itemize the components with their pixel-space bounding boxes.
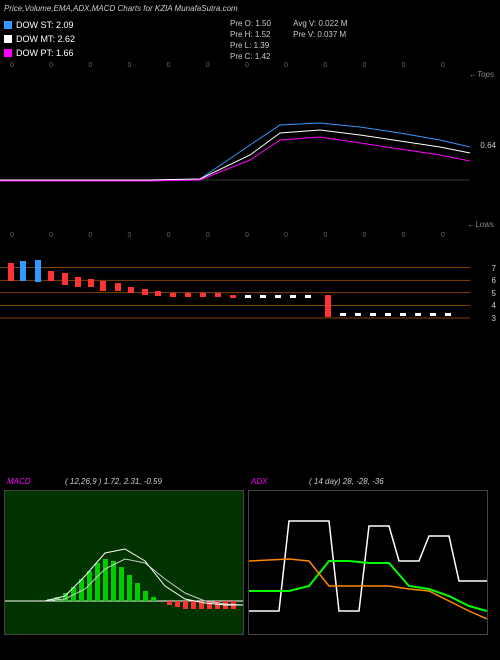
tick-label: 0 bbox=[284, 62, 288, 69]
tick-label: 0 bbox=[284, 232, 288, 239]
adx-label: ADX bbox=[251, 477, 267, 486]
stats-block: Pre O: 1.50Pre H: 1.52Pre L: 1.39Pre C: … bbox=[230, 18, 367, 62]
adx-panel: ADX ( 14 day) 28, -28, -36 bbox=[248, 490, 488, 635]
tick-label: 0 bbox=[441, 62, 445, 69]
stat-line: Avg V: 0.022 M bbox=[293, 18, 347, 29]
tick-label: 0 bbox=[323, 232, 327, 239]
tick-label: 0 bbox=[363, 62, 367, 69]
tick-label: 0 bbox=[402, 232, 406, 239]
lows-label: ←Lows bbox=[467, 220, 494, 229]
stat-line: Pre O: 1.50 bbox=[230, 18, 271, 29]
vol-axis-label: 3 bbox=[492, 314, 496, 323]
legend-text: DOW MT: 2.62 bbox=[16, 32, 75, 46]
tick-label: 0 bbox=[363, 232, 367, 239]
legend-item: DOW PT: 1.66 bbox=[4, 46, 75, 60]
tick-label: 0 bbox=[206, 62, 210, 69]
tick-label: 0 bbox=[402, 62, 406, 69]
price-panel bbox=[0, 85, 470, 205]
tick-label: 0 bbox=[167, 62, 171, 69]
legend-item: DOW ST: 2.09 bbox=[4, 18, 75, 32]
macd-label: MACD bbox=[7, 477, 31, 486]
legend-swatch bbox=[4, 49, 12, 57]
legend-swatch bbox=[4, 35, 12, 43]
volume-panel bbox=[0, 255, 470, 325]
vol-axis-label: 5 bbox=[492, 289, 496, 298]
page-title: Price,Volume,EMA,ADX,MACD Charts for KZI… bbox=[4, 4, 238, 13]
adx-params: ( 14 day) 28, -28, -36 bbox=[309, 477, 384, 486]
stat-line: Pre V: 0.037 M bbox=[293, 29, 347, 40]
tick-label: 0 bbox=[10, 62, 14, 69]
vol-axis-label: 6 bbox=[492, 276, 496, 285]
tick-label: 0 bbox=[323, 62, 327, 69]
legend-item: DOW MT: 2.62 bbox=[4, 32, 75, 46]
macd-panel: MACD ( 12,26,9 ) 1.72, 2.31, -0.59 bbox=[4, 490, 244, 635]
tick-label: 0 bbox=[128, 62, 132, 69]
legend-text: DOW ST: 2.09 bbox=[16, 18, 74, 32]
legend: DOW ST: 2.09DOW MT: 2.62DOW PT: 1.66 bbox=[4, 18, 75, 60]
tick-label: 0 bbox=[441, 232, 445, 239]
tick-label: 0 bbox=[245, 232, 249, 239]
macd-params: ( 12,26,9 ) 1.72, 2.31, -0.59 bbox=[65, 477, 162, 486]
tick-label: 0 bbox=[49, 62, 53, 69]
stat-line: Pre H: 1.52 bbox=[230, 29, 271, 40]
vol-axis-label: 4 bbox=[492, 301, 496, 310]
legend-swatch bbox=[4, 21, 12, 29]
tick-label: 0 bbox=[206, 232, 210, 239]
mid-ticks: 0 0 0 0 0 0 0 0 0 0 0 0 bbox=[0, 232, 470, 244]
tick-label: 0 bbox=[88, 232, 92, 239]
legend-text: DOW PT: 1.66 bbox=[16, 46, 74, 60]
stat-line: Pre C: 1.42 bbox=[230, 51, 271, 62]
stat-line: Pre L: 1.39 bbox=[230, 40, 271, 51]
top-ticks: 0 0 0 0 0 0 0 0 0 0 0 0 bbox=[0, 62, 470, 74]
tops-label: ←Tops bbox=[469, 70, 494, 79]
tick-label: 0 bbox=[49, 232, 53, 239]
vol-axis-label: 7 bbox=[492, 264, 496, 273]
tick-label: 0 bbox=[10, 232, 14, 239]
tick-label: 0 bbox=[88, 62, 92, 69]
tick-label: 0 bbox=[167, 232, 171, 239]
tick-label: 0 bbox=[245, 62, 249, 69]
bottom-panels: MACD ( 12,26,9 ) 1.72, 2.31, -0.59 ADX (… bbox=[0, 490, 500, 635]
tick-label: 0 bbox=[128, 232, 132, 239]
